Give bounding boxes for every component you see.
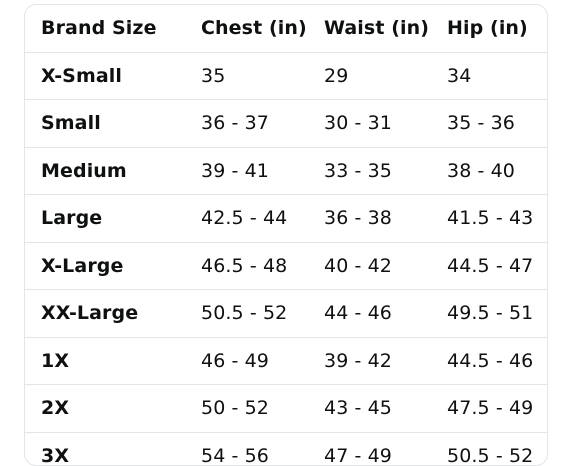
row-size-label: 3X [25,432,185,465]
table-row: 1X 46 - 49 39 - 42 44.5 - 46 [25,337,547,385]
table-row: Medium 39 - 41 33 - 35 38 - 40 [25,147,547,195]
chest-cell: 42.5 - 44 [185,194,308,243]
row-size-label: Large [25,194,185,243]
chest-cell: 50 - 52 [185,384,308,433]
table-row: 2X 50 - 52 43 - 45 47.5 - 49 [25,384,547,433]
table-row: 3X 54 - 56 47 - 49 50.5 - 52 [25,432,547,465]
chest-cell: 50.5 - 52 [185,289,308,338]
table-row: Large 42.5 - 44 36 - 38 41.5 - 43 [25,194,547,243]
chest-cell: 35 [185,52,308,100]
hip-cell: 49.5 - 51 [431,289,547,338]
chest-cell: 36 - 37 [185,99,308,148]
table-row: X-Small 35 29 34 [25,52,547,100]
hip-cell: 38 - 40 [431,147,547,195]
chest-cell: 46 - 49 [185,337,308,385]
row-size-label: Medium [25,147,185,195]
row-size-label: 1X [25,337,185,385]
column-header-chest: Chest (in) [185,5,308,53]
size-chart-table: Brand Size Chest (in) Waist (in) Hip (in… [25,5,547,465]
waist-cell: 30 - 31 [308,99,431,148]
hip-cell: 44.5 - 47 [431,242,547,290]
chest-cell: 54 - 56 [185,432,308,465]
hip-cell: 44.5 - 46 [431,337,547,385]
table-row: Small 36 - 37 30 - 31 35 - 36 [25,99,547,148]
hip-cell: 41.5 - 43 [431,194,547,243]
chest-cell: 46.5 - 48 [185,242,308,290]
waist-cell: 39 - 42 [308,337,431,385]
waist-cell: 47 - 49 [308,432,431,465]
table-row: XX-Large 50.5 - 52 44 - 46 49.5 - 51 [25,289,547,338]
hip-cell: 50.5 - 52 [431,432,547,465]
hip-cell: 47.5 - 49 [431,384,547,433]
row-size-label: X-Small [25,52,185,100]
column-header-waist: Waist (in) [308,5,431,53]
row-size-label: 2X [25,384,185,433]
table-header-row: Brand Size Chest (in) Waist (in) Hip (in… [25,5,547,53]
table-row: X-Large 46.5 - 48 40 - 42 44.5 - 47 [25,242,547,290]
waist-cell: 36 - 38 [308,194,431,243]
waist-cell: 43 - 45 [308,384,431,433]
waist-cell: 29 [308,52,431,100]
chest-cell: 39 - 41 [185,147,308,195]
waist-cell: 44 - 46 [308,289,431,338]
row-size-label: Small [25,99,185,148]
row-size-label: XX-Large [25,289,185,338]
hip-cell: 35 - 36 [431,99,547,148]
column-header-brand-size: Brand Size [25,5,185,53]
waist-cell: 33 - 35 [308,147,431,195]
column-header-hip: Hip (in) [431,5,547,53]
hip-cell: 34 [431,52,547,100]
size-chart-card: Brand Size Chest (in) Waist (in) Hip (in… [24,4,548,466]
waist-cell: 40 - 42 [308,242,431,290]
row-size-label: X-Large [25,242,185,290]
